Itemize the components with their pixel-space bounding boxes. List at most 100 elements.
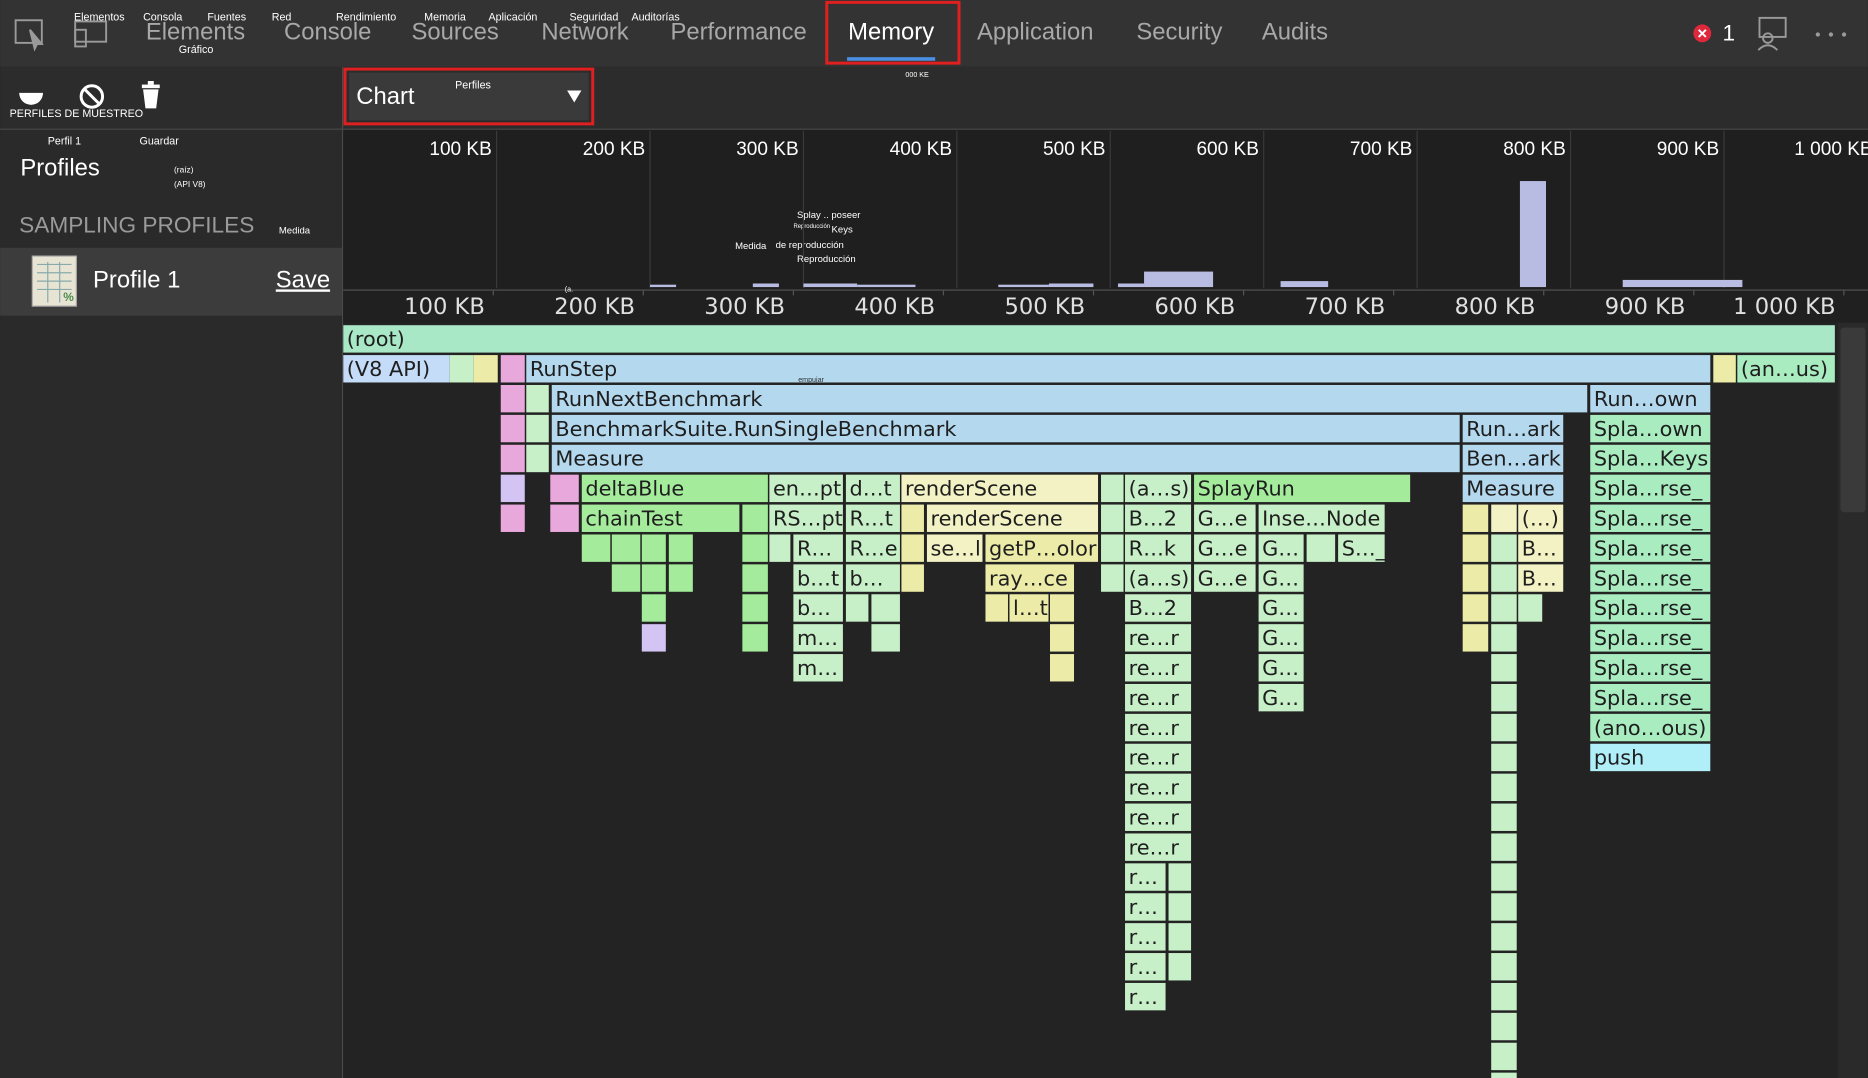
flame-frame[interactable] bbox=[1194, 504, 1256, 532]
flame-frame[interactable] bbox=[611, 564, 641, 592]
flame-frame[interactable] bbox=[1491, 893, 1517, 921]
flame-frame[interactable] bbox=[449, 355, 474, 383]
tab[interactable]: Elements bbox=[146, 19, 245, 46]
flame-frame[interactable] bbox=[901, 564, 924, 592]
flame-frame[interactable] bbox=[1462, 594, 1489, 622]
flame-frame[interactable] bbox=[742, 624, 768, 652]
flame-frame[interactable] bbox=[742, 564, 768, 592]
flame-frame[interactable] bbox=[1009, 594, 1049, 622]
flame-frame[interactable] bbox=[1306, 534, 1336, 562]
flame-frame[interactable] bbox=[793, 624, 843, 652]
flame-frame[interactable] bbox=[1491, 534, 1517, 562]
flame-frame[interactable] bbox=[668, 534, 693, 562]
flame-frame[interactable] bbox=[1258, 504, 1385, 532]
error-count[interactable]: 1 bbox=[1723, 21, 1736, 46]
tab[interactable]: Audits bbox=[1262, 19, 1328, 46]
tab[interactable]: Application bbox=[977, 19, 1094, 46]
flame-frame[interactable] bbox=[1737, 355, 1835, 383]
flame-frame[interactable] bbox=[500, 355, 525, 383]
flame-frame[interactable] bbox=[1125, 893, 1166, 921]
flame-frame[interactable] bbox=[1101, 564, 1124, 592]
flame-frame[interactable] bbox=[1258, 683, 1304, 712]
flame-frame[interactable] bbox=[1125, 743, 1192, 772]
flame-frame[interactable] bbox=[1194, 564, 1256, 592]
flame-frame[interactable] bbox=[742, 504, 768, 532]
flame-frame[interactable] bbox=[1590, 713, 1711, 742]
flame-frame[interactable] bbox=[1590, 384, 1711, 413]
flame-frame[interactable] bbox=[1491, 982, 1517, 1011]
flame-frame[interactable] bbox=[1125, 504, 1192, 532]
flame-frame[interactable] bbox=[845, 474, 900, 503]
flame-frame[interactable] bbox=[1462, 534, 1489, 562]
flame-frame[interactable] bbox=[1491, 594, 1517, 622]
flame-frame[interactable] bbox=[1125, 863, 1166, 891]
flame-frame[interactable] bbox=[1491, 923, 1517, 951]
flame-frame[interactable] bbox=[1125, 594, 1192, 622]
flame-frame[interactable] bbox=[1168, 863, 1192, 891]
flame-frame[interactable] bbox=[985, 564, 1075, 592]
flame-frame[interactable] bbox=[641, 534, 666, 562]
flame-frame[interactable] bbox=[1125, 953, 1166, 981]
flame-frame[interactable] bbox=[1491, 833, 1517, 861]
flame-frame[interactable] bbox=[668, 564, 693, 592]
flame-frame[interactable] bbox=[1590, 534, 1711, 562]
flame-frame[interactable] bbox=[1462, 564, 1489, 592]
flame-frame[interactable] bbox=[1338, 534, 1385, 562]
flame-frame[interactable] bbox=[1590, 654, 1711, 682]
device-icon[interactable] bbox=[74, 20, 108, 48]
flame-frame[interactable] bbox=[473, 355, 498, 383]
flame-frame[interactable] bbox=[1518, 504, 1564, 532]
tab[interactable]: Sources bbox=[411, 19, 498, 46]
flame-frame[interactable] bbox=[1590, 743, 1711, 772]
flame-frame[interactable] bbox=[1125, 803, 1192, 831]
flame-frame[interactable] bbox=[1125, 982, 1166, 1011]
scrollbar-thumb[interactable] bbox=[1840, 327, 1866, 513]
flame-frame[interactable] bbox=[845, 534, 900, 562]
flame-frame[interactable] bbox=[550, 504, 579, 532]
flame-frame[interactable] bbox=[769, 474, 843, 503]
flame-frame[interactable] bbox=[1462, 444, 1564, 473]
flame-frame[interactable] bbox=[1258, 624, 1304, 652]
flame-frame[interactable] bbox=[551, 384, 1588, 413]
flame-frame[interactable] bbox=[901, 504, 924, 532]
flame-frame[interactable] bbox=[1462, 504, 1489, 532]
flame-frame[interactable] bbox=[1491, 863, 1517, 891]
flame-frame[interactable] bbox=[1194, 474, 1411, 503]
flame-frame[interactable] bbox=[1125, 923, 1166, 951]
flame-frame[interactable] bbox=[526, 444, 549, 473]
profile-name[interactable]: Profile 1 bbox=[93, 266, 180, 293]
flame-frame[interactable] bbox=[1125, 474, 1192, 503]
flame-frame[interactable] bbox=[845, 594, 869, 622]
flame-frame[interactable] bbox=[1101, 534, 1124, 562]
flame-frame[interactable] bbox=[1125, 564, 1192, 592]
flame-frame[interactable] bbox=[526, 384, 549, 413]
flame-frame[interactable] bbox=[1258, 594, 1304, 622]
flame-frame[interactable] bbox=[641, 594, 666, 622]
flame-frame[interactable] bbox=[769, 504, 843, 532]
flame-frame[interactable] bbox=[1491, 564, 1517, 592]
view-select-value[interactable]: Chart bbox=[356, 83, 415, 110]
flame-frame[interactable] bbox=[526, 414, 549, 443]
flame-frame[interactable] bbox=[1518, 564, 1564, 592]
flame-frame[interactable] bbox=[926, 504, 1099, 532]
flame-frame[interactable] bbox=[871, 624, 900, 652]
flame-frame[interactable] bbox=[1518, 534, 1564, 562]
flame-frame[interactable] bbox=[1491, 773, 1517, 802]
flame-frame[interactable] bbox=[1101, 474, 1124, 503]
flame-frame[interactable] bbox=[845, 504, 900, 532]
more-icon[interactable] bbox=[1815, 32, 1847, 37]
flame-frame[interactable] bbox=[1491, 743, 1517, 772]
inspect-icon[interactable] bbox=[14, 19, 44, 52]
flame-frame[interactable] bbox=[1258, 654, 1304, 682]
flame-frame[interactable] bbox=[1462, 474, 1564, 503]
flame-frame[interactable] bbox=[500, 504, 525, 532]
flame-frame[interactable] bbox=[1258, 534, 1304, 562]
flame-frame[interactable] bbox=[985, 594, 1008, 622]
flame-frame[interactable] bbox=[1050, 594, 1075, 622]
flame-frame[interactable] bbox=[1491, 1042, 1517, 1071]
flame-frame[interactable] bbox=[581, 474, 768, 503]
flame-frame[interactable] bbox=[1491, 1072, 1517, 1078]
flame-frame[interactable] bbox=[1050, 654, 1075, 682]
flame-frame[interactable] bbox=[551, 444, 1460, 473]
flame-frame[interactable] bbox=[551, 414, 1460, 443]
